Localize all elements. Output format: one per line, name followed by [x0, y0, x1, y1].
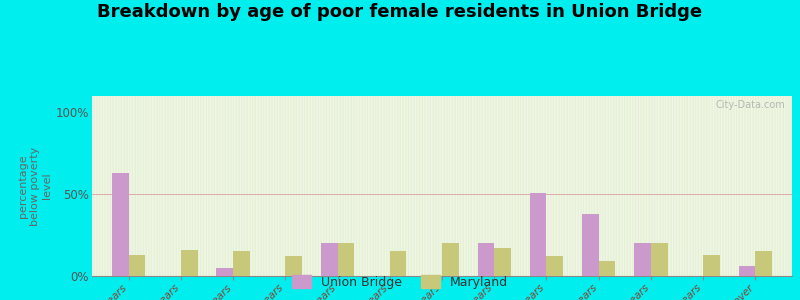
Bar: [442, 243, 458, 276]
Bar: [129, 255, 146, 276]
Bar: [634, 243, 651, 276]
Bar: [286, 256, 302, 276]
Bar: [530, 193, 546, 276]
Bar: [216, 268, 233, 276]
Bar: [651, 243, 668, 276]
Y-axis label: percentage
below poverty
level: percentage below poverty level: [18, 146, 52, 226]
Bar: [181, 250, 198, 276]
Bar: [112, 173, 129, 276]
Bar: [494, 248, 511, 276]
Bar: [546, 256, 563, 276]
Bar: [598, 261, 615, 276]
Bar: [321, 243, 338, 276]
Bar: [478, 243, 494, 276]
Legend: Union Bridge, Maryland: Union Bridge, Maryland: [287, 270, 513, 294]
Bar: [703, 255, 720, 276]
Bar: [338, 243, 354, 276]
Bar: [390, 251, 406, 276]
Bar: [582, 214, 598, 276]
Bar: [233, 251, 250, 276]
Text: City-Data.com: City-Data.com: [715, 100, 785, 110]
Bar: [755, 251, 772, 276]
Bar: [738, 266, 755, 276]
Text: Breakdown by age of poor female residents in Union Bridge: Breakdown by age of poor female resident…: [98, 3, 702, 21]
